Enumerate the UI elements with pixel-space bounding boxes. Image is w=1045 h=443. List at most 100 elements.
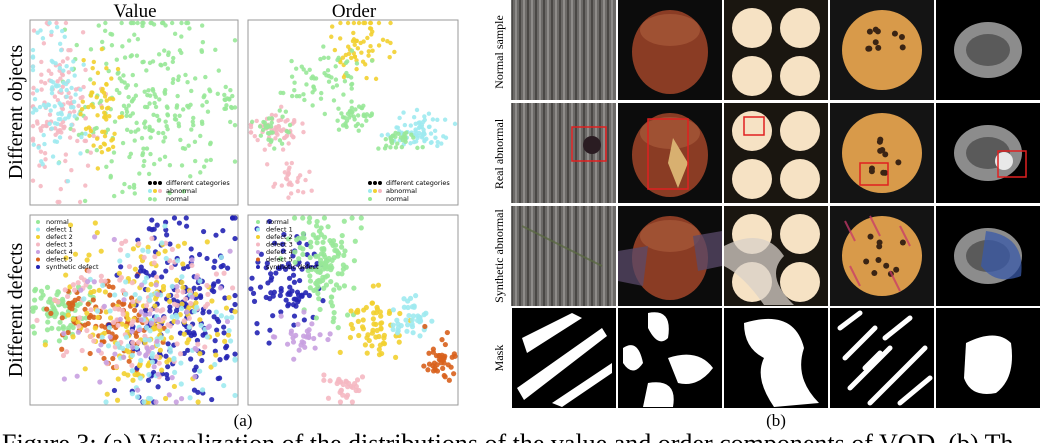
point bbox=[83, 183, 87, 187]
point bbox=[80, 348, 85, 353]
point bbox=[81, 99, 85, 103]
point bbox=[297, 278, 302, 283]
point bbox=[146, 249, 151, 254]
point bbox=[278, 138, 282, 142]
point bbox=[426, 351, 431, 356]
point bbox=[189, 263, 194, 268]
point bbox=[322, 215, 327, 220]
point bbox=[356, 113, 360, 117]
chip bbox=[875, 28, 881, 34]
point bbox=[343, 79, 347, 83]
point bbox=[139, 282, 144, 287]
point bbox=[330, 258, 335, 263]
point bbox=[315, 219, 320, 224]
point bbox=[156, 131, 160, 135]
point bbox=[214, 327, 219, 332]
point bbox=[56, 326, 61, 331]
point bbox=[443, 117, 447, 121]
point bbox=[232, 393, 237, 398]
point bbox=[380, 133, 384, 137]
point bbox=[193, 159, 197, 163]
point bbox=[53, 104, 57, 108]
legend-marker bbox=[373, 189, 377, 193]
point bbox=[315, 282, 320, 287]
point bbox=[304, 334, 309, 339]
point bbox=[149, 217, 154, 222]
point bbox=[51, 80, 55, 84]
point bbox=[359, 215, 364, 220]
point bbox=[208, 141, 212, 145]
point bbox=[207, 309, 212, 314]
point bbox=[191, 120, 195, 124]
point bbox=[368, 44, 372, 48]
point bbox=[112, 292, 117, 297]
point bbox=[292, 249, 297, 254]
point bbox=[130, 368, 135, 373]
point bbox=[163, 249, 168, 254]
point bbox=[177, 74, 181, 78]
point bbox=[172, 384, 177, 389]
point bbox=[84, 116, 88, 120]
point bbox=[259, 133, 263, 137]
point bbox=[44, 307, 49, 312]
point bbox=[228, 338, 233, 343]
point bbox=[264, 295, 269, 300]
point bbox=[311, 84, 315, 88]
point bbox=[149, 321, 154, 326]
point bbox=[415, 108, 419, 112]
point bbox=[152, 364, 157, 369]
point bbox=[197, 351, 202, 356]
point bbox=[78, 87, 82, 91]
point bbox=[315, 240, 320, 245]
point bbox=[365, 351, 370, 356]
point bbox=[72, 114, 76, 118]
point bbox=[163, 62, 167, 66]
point bbox=[67, 70, 71, 74]
point bbox=[81, 58, 85, 62]
point bbox=[133, 138, 137, 142]
point bbox=[131, 246, 136, 251]
point bbox=[99, 249, 104, 254]
point bbox=[364, 118, 368, 122]
point bbox=[181, 266, 186, 271]
point bbox=[163, 155, 167, 159]
point bbox=[66, 312, 71, 317]
point bbox=[43, 151, 47, 155]
point bbox=[100, 150, 104, 154]
point bbox=[144, 325, 149, 330]
point bbox=[155, 292, 160, 297]
legend-marker bbox=[148, 197, 152, 201]
point bbox=[175, 258, 180, 263]
point bbox=[319, 96, 323, 100]
point bbox=[178, 351, 183, 356]
point bbox=[158, 157, 162, 161]
point bbox=[107, 114, 111, 118]
point bbox=[103, 29, 107, 33]
point bbox=[379, 320, 384, 325]
point bbox=[217, 376, 222, 381]
point bbox=[137, 296, 142, 301]
point bbox=[403, 123, 407, 127]
point bbox=[329, 294, 334, 299]
chip bbox=[880, 170, 886, 176]
point bbox=[214, 309, 219, 314]
point bbox=[345, 312, 350, 317]
point bbox=[206, 110, 210, 114]
point bbox=[62, 126, 66, 130]
point bbox=[285, 177, 289, 181]
image-cell bbox=[936, 103, 1040, 203]
point bbox=[38, 184, 42, 188]
point bbox=[270, 116, 274, 120]
point bbox=[148, 127, 152, 131]
candle bbox=[732, 159, 772, 199]
point bbox=[335, 83, 339, 87]
point bbox=[129, 130, 133, 134]
point bbox=[191, 330, 196, 335]
point bbox=[70, 67, 74, 71]
point bbox=[343, 115, 347, 119]
point bbox=[329, 75, 333, 79]
point bbox=[300, 121, 304, 125]
point bbox=[359, 225, 364, 230]
point bbox=[105, 392, 110, 397]
legend-marker bbox=[368, 197, 372, 201]
